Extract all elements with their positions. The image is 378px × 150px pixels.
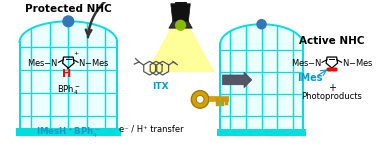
Text: H: H	[62, 69, 71, 79]
Text: ITX: ITX	[152, 82, 168, 91]
Text: Photoproducts: Photoproducts	[301, 92, 362, 101]
Text: Active NHC: Active NHC	[299, 36, 365, 46]
Text: +: +	[328, 83, 336, 93]
Circle shape	[63, 16, 74, 27]
Text: IMes: IMes	[297, 73, 323, 83]
Text: N$-$Mes: N$-$Mes	[342, 57, 373, 68]
Circle shape	[191, 91, 209, 108]
Polygon shape	[171, 4, 190, 21]
Text: N$-$Mes: N$-$Mes	[78, 57, 110, 68]
Bar	[217, 129, 306, 136]
Circle shape	[196, 96, 204, 103]
FancyArrow shape	[223, 72, 252, 88]
Text: BPh$_4^-$: BPh$_4^-$	[56, 83, 80, 96]
Text: Protected NHC: Protected NHC	[25, 4, 112, 14]
Bar	[15, 128, 121, 136]
Polygon shape	[220, 44, 303, 129]
Circle shape	[176, 20, 186, 30]
Text: Mes$-$N: Mes$-$N	[291, 57, 322, 68]
Text: e⁻ / H⁺ transfer: e⁻ / H⁺ transfer	[119, 124, 184, 133]
Polygon shape	[169, 21, 192, 28]
Polygon shape	[20, 42, 117, 128]
Text: +: +	[74, 51, 79, 56]
Circle shape	[257, 20, 266, 29]
Polygon shape	[20, 21, 117, 42]
Text: Mes$-$N: Mes$-$N	[27, 57, 59, 68]
Polygon shape	[146, 28, 215, 72]
Text: IMesH$^+$BPh$_4^-$: IMesH$^+$BPh$_4^-$	[36, 126, 101, 140]
Polygon shape	[220, 24, 303, 44]
